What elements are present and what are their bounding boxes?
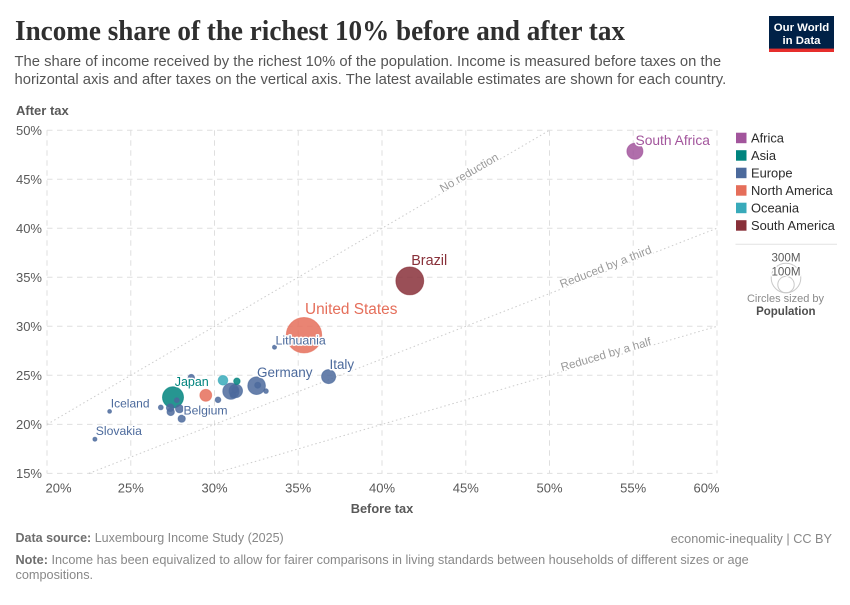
svg-text:Our World: Our World: [774, 22, 830, 34]
svg-text:Iceland: Iceland: [111, 397, 150, 411]
svg-text:horizontal axis and after taxe: horizontal axis and after taxes on the v…: [15, 72, 727, 88]
svg-text:50%: 50%: [16, 123, 42, 138]
svg-text:Population: Population: [756, 306, 815, 318]
svg-text:Data source: Luxembourg Income: Data source: Luxembourg Income Study (20…: [16, 531, 284, 545]
svg-text:Italy: Italy: [330, 357, 355, 372]
svg-text:Europe: Europe: [751, 166, 793, 181]
svg-text:30%: 30%: [16, 319, 42, 334]
svg-text:Slovakia: Slovakia: [96, 424, 142, 438]
svg-text:Japan: Japan: [175, 375, 209, 389]
svg-text:South America: South America: [751, 218, 836, 233]
svg-text:40%: 40%: [369, 480, 395, 495]
svg-text:Belgium: Belgium: [184, 404, 228, 418]
svg-text:15%: 15%: [16, 466, 42, 481]
svg-text:Circles sized by: Circles sized by: [747, 293, 825, 305]
svg-text:20%: 20%: [16, 417, 42, 432]
svg-text:35%: 35%: [16, 270, 42, 285]
svg-text:South Africa: South Africa: [636, 133, 711, 148]
svg-text:Germany: Germany: [257, 365, 313, 380]
svg-text:Oceania: Oceania: [751, 201, 800, 216]
svg-text:compositions.: compositions.: [16, 568, 94, 582]
svg-text:North America: North America: [751, 183, 833, 198]
svg-text:100M: 100M: [771, 265, 800, 278]
svg-text:Before tax: Before tax: [351, 501, 414, 516]
svg-text:20%: 20%: [46, 480, 72, 495]
svg-text:35%: 35%: [285, 480, 311, 495]
svg-text:50%: 50%: [536, 480, 562, 495]
svg-text:40%: 40%: [16, 221, 42, 236]
svg-text:60%: 60%: [693, 480, 719, 495]
svg-text:25%: 25%: [118, 480, 144, 495]
svg-text:Lithuania: Lithuania: [276, 334, 326, 348]
svg-text:300M: 300M: [771, 252, 800, 265]
svg-text:Note: Income has been equivali: Note: Income has been equivalized to all…: [16, 553, 749, 567]
svg-text:45%: 45%: [16, 172, 42, 187]
svg-text:The share of income received b: The share of income received by the rich…: [15, 54, 722, 70]
svg-text:United States: United States: [305, 301, 398, 318]
svg-text:25%: 25%: [16, 368, 42, 383]
svg-text:economic-inequality | CC BY: economic-inequality | CC BY: [671, 532, 833, 546]
svg-text:45%: 45%: [453, 480, 479, 495]
svg-text:Income share of the richest 10: Income share of the richest 10% before a…: [15, 16, 626, 47]
svg-text:Africa: Africa: [751, 131, 785, 146]
svg-text:Brazil: Brazil: [411, 253, 447, 269]
svg-text:in Data: in Data: [783, 35, 822, 47]
svg-text:30%: 30%: [201, 480, 227, 495]
svg-text:55%: 55%: [620, 480, 646, 495]
svg-text:Asia: Asia: [751, 148, 777, 163]
svg-text:After tax: After tax: [16, 103, 70, 118]
